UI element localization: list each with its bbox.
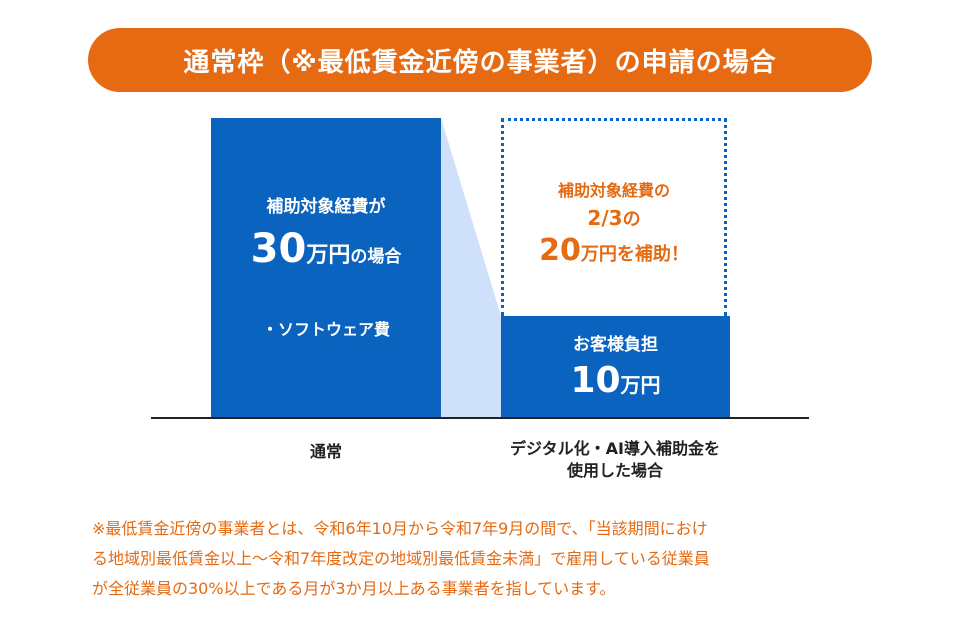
bar-normal-amount-number: 30 <box>250 226 307 272</box>
baseline <box>151 417 809 419</box>
x-label-subsidy-line2: 使用した場合 <box>566 461 663 480</box>
bar-normal-amount-unit: 万円 <box>306 243 351 268</box>
customer-burden-amount-unit: 万円 <box>620 373 661 397</box>
customer-burden-amount-number: 10 <box>570 360 621 401</box>
footnote-line1: ※最低賃金近傍の事業者とは、令和6年10月から令和7年9月の間で、「当該期間にお… <box>92 519 708 538</box>
x-label-subsidy-line1: デジタル化・AI導入補助金を <box>509 439 721 458</box>
x-label-normal: 通常 <box>309 442 342 461</box>
footnote: ※最低賃金近傍の事業者とは、令和6年10月から令和7年9月の間で、「当該期間にお… <box>92 514 882 604</box>
footnote-line2: る地域別最低賃金以上～令和7年度改定の地域別最低賃金未満」で雇用している従業員 <box>92 549 710 568</box>
x-label-subsidy: デジタル化・AI導入補助金を 使用した場合 <box>460 438 770 482</box>
subsidy-ratio: 2/3 <box>587 206 623 230</box>
subsidy-amount-line: 20万円を補助！ <box>504 233 724 268</box>
bar-normal-label: 補助対象経費が <box>266 197 386 217</box>
footnote-line3: が全従業員の30%以上である月が3か月以上ある事業者を指しています。 <box>92 579 616 598</box>
subsidy-amount-number: 20 <box>539 233 581 268</box>
customer-burden-label: お客様負担 <box>573 335 658 355</box>
title-text: 通常枠（※最低賃金近傍の事業者）の申請の場合 <box>183 47 777 78</box>
subsidy-portion: 補助対象経費の 2/3の 20万円を補助！ <box>501 118 727 316</box>
subsidy-amount-unit: 万円 <box>580 244 617 265</box>
subsidy-amount-suffix: を補助！ <box>616 244 689 265</box>
title-banner: 通常枠（※最低賃金近傍の事業者）の申請の場合 <box>88 28 872 92</box>
bar-normal-amount: 30万円の場合 <box>211 226 441 272</box>
bar-normal: 補助対象経費が 30万円の場合 ・ソフトウェア費 <box>211 118 441 418</box>
customer-burden-bar: お客様負担 10万円 <box>501 316 730 418</box>
customer-burden-amount: 10万円 <box>501 360 730 401</box>
connector-wedge-shape <box>441 118 501 418</box>
bar-normal-amount-suffix: の場合 <box>350 247 402 267</box>
subsidy-ratio-suffix: の <box>622 209 641 230</box>
subsidy-label: 補助対象経費の <box>557 181 670 200</box>
bar-normal-item: ・ソフトウェア費 <box>261 320 390 339</box>
subsidy-ratio-line: 2/3の <box>504 205 724 231</box>
